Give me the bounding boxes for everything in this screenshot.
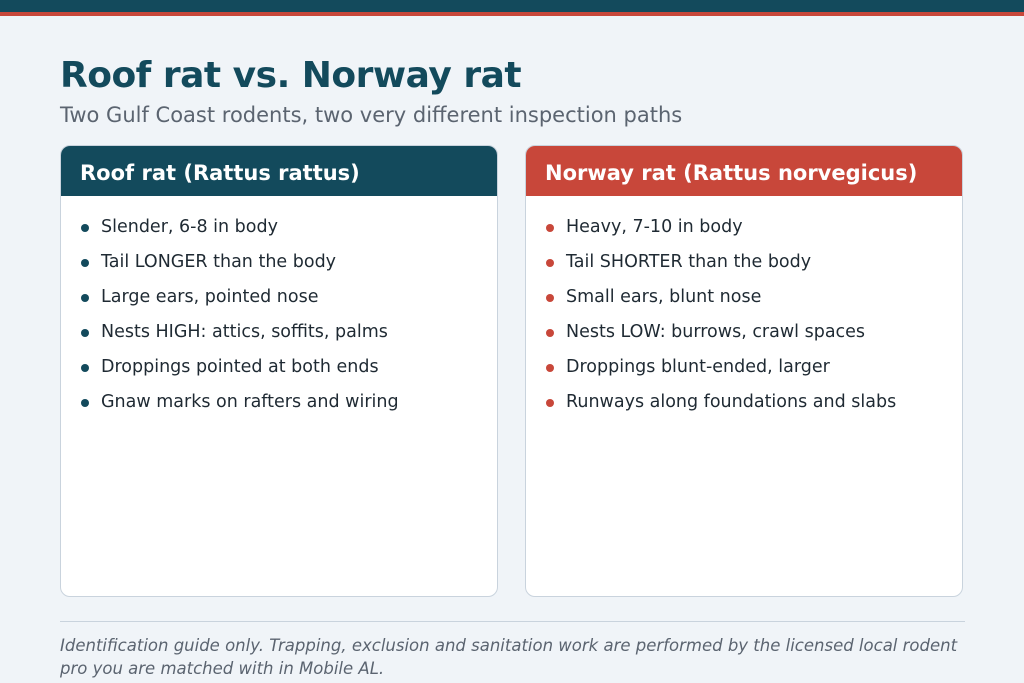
divider (60, 621, 965, 622)
card-title: Norway rat (Rattus norvegicus) (526, 146, 962, 196)
list-item: Nests HIGH: attics, soffits, palms (81, 315, 497, 350)
list: Heavy, 7-10 in body Tail SHORTER than the… (526, 210, 962, 420)
list-item: Large ears, pointed nose (81, 280, 497, 315)
list-item: Nests LOW: burrows, crawl spaces (546, 315, 962, 350)
card-title: Roof rat (Rattus rattus) (61, 146, 497, 196)
list-item: Slender, 6-8 in body (81, 210, 497, 245)
card: Norway rat (Rattus norvegicus) Heavy, 7-… (525, 145, 963, 597)
subtitle: Two Gulf Coast rodents, two very differe… (60, 103, 683, 127)
footer-note: Identification guide only. Trapping, exc… (60, 636, 958, 678)
list-item: Droppings blunt-ended, larger (546, 350, 962, 385)
list-item: Gnaw marks on rafters and wiring (81, 385, 497, 420)
list-item: Small ears, blunt nose (546, 280, 962, 315)
card: Roof rat (Rattus rattus) Slender, 6-8 in… (60, 145, 498, 597)
list-item: Droppings pointed at both ends (81, 350, 497, 385)
list-item: Tail LONGER than the body (81, 245, 497, 280)
list: Slender, 6-8 in body Tail LONGER than the… (61, 210, 497, 420)
list-item: Runways along foundations and slabs (546, 385, 962, 420)
top-bar (0, 0, 1024, 16)
list-item: Heavy, 7-10 in body (546, 210, 962, 245)
list-item: Tail SHORTER than the body (546, 245, 962, 280)
title: Roof rat vs. Norway rat (60, 55, 522, 96)
